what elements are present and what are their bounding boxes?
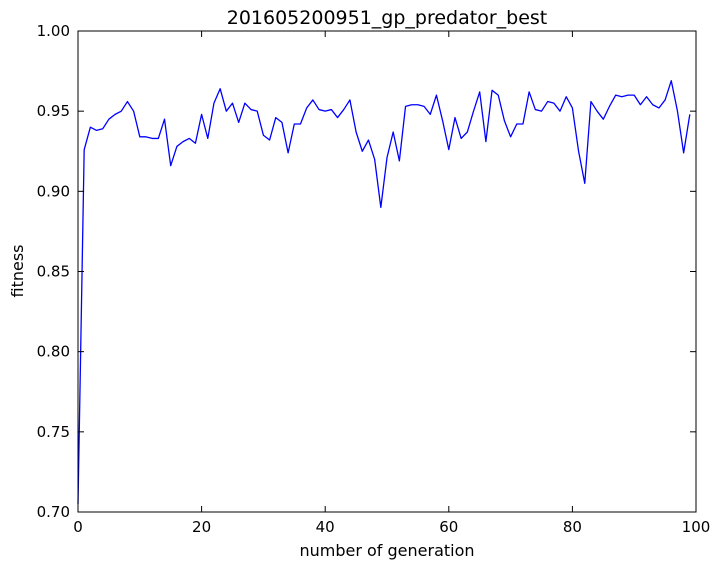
x-tick-label: 40 (316, 518, 335, 536)
y-tick-label: 0.85 (37, 263, 70, 281)
x-tick-label: 100 (682, 518, 711, 536)
y-tick-label: 0.90 (37, 182, 70, 200)
x-tick-label: 60 (439, 518, 458, 536)
y-tick-label: 1.00 (37, 22, 70, 40)
x-tick-label: 20 (192, 518, 211, 536)
plot-area (77, 30, 697, 513)
chart-title: 201605200951_gp_predator_best (227, 7, 548, 29)
series-line (77, 80, 691, 504)
x-axis: 0 20 40 60 80 100 (73, 31, 710, 536)
y-tick-label: 0.95 (37, 102, 70, 120)
y-axis-label: fitness (8, 244, 27, 297)
plot-frame (77, 30, 697, 513)
y-axis: 0.70 0.75 0.80 0.85 0.90 0.95 1.00 (37, 22, 696, 521)
y-tick-label: 0.80 (37, 343, 70, 361)
data-layer (77, 80, 691, 504)
x-tick-label: 0 (73, 518, 83, 536)
x-tick-label: 80 (563, 518, 582, 536)
y-tick-label: 0.70 (37, 503, 70, 521)
y-tick-label: 0.75 (37, 423, 70, 441)
x-axis-label: number of generation (299, 541, 474, 560)
